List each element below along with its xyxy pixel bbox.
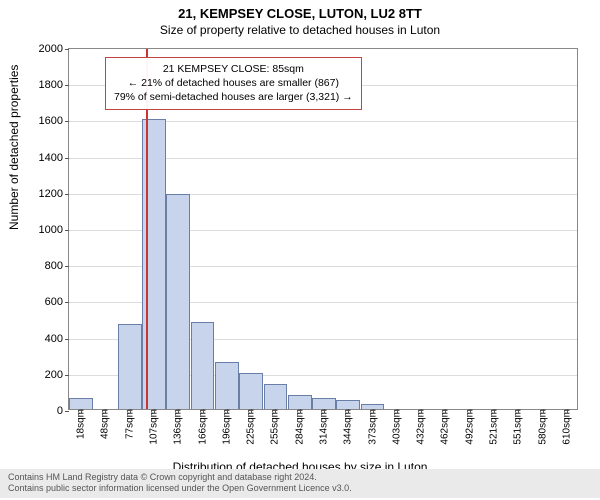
x-tick-label: 166sqm — [197, 409, 208, 449]
x-tick-mark — [445, 409, 446, 413]
histogram-bar — [191, 322, 215, 409]
annotation-box: 21 KEMPSEY CLOSE: 85sqm← 21% of detached… — [105, 57, 362, 110]
x-tick-mark — [251, 409, 252, 413]
y-tick-mark — [65, 49, 69, 50]
histogram-bar — [336, 400, 360, 409]
x-tick-label: 580sqm — [537, 409, 548, 449]
x-tick-mark — [373, 409, 374, 413]
chart-subtitle: Size of property relative to detached ho… — [0, 21, 600, 41]
annotation-line: 21 KEMPSEY CLOSE: 85sqm — [114, 62, 353, 76]
y-tick-mark — [65, 266, 69, 267]
x-tick-label: 521sqm — [489, 409, 500, 449]
chart-title: 21, KEMPSEY CLOSE, LUTON, LU2 8TT — [0, 0, 600, 21]
x-tick-mark — [105, 409, 106, 413]
y-tick-mark — [65, 230, 69, 231]
plot-area: 020040060080010001200140016001800200018s… — [68, 48, 578, 410]
x-tick-label: 551sqm — [513, 409, 524, 449]
histogram-bar — [215, 362, 239, 409]
x-tick-mark — [154, 409, 155, 413]
y-tick-mark — [65, 375, 69, 376]
annotation-line: ← 21% of detached houses are smaller (86… — [114, 76, 353, 90]
x-tick-mark — [178, 409, 179, 413]
x-tick-label: 48sqm — [100, 409, 111, 443]
x-tick-mark — [397, 409, 398, 413]
x-tick-label: 18sqm — [76, 409, 87, 443]
x-tick-label: 403sqm — [391, 409, 402, 449]
x-tick-label: 610sqm — [561, 409, 572, 449]
x-tick-mark — [543, 409, 544, 413]
x-tick-mark — [81, 409, 82, 413]
x-tick-label: 77sqm — [124, 409, 135, 443]
histogram-bar — [69, 398, 93, 409]
x-tick-label: 136sqm — [173, 409, 184, 449]
histogram-bar — [312, 398, 336, 409]
y-tick-mark — [65, 121, 69, 122]
x-tick-mark — [203, 409, 204, 413]
y-tick-mark — [65, 85, 69, 86]
y-tick-mark — [65, 302, 69, 303]
x-tick-label: 432sqm — [416, 409, 427, 449]
x-tick-label: 225sqm — [246, 409, 257, 449]
histogram-bar — [264, 384, 288, 409]
x-tick-label: 107sqm — [149, 409, 160, 449]
y-tick-mark — [65, 194, 69, 195]
license-line-1: Contains HM Land Registry data © Crown c… — [8, 472, 592, 484]
x-tick-label: 462sqm — [440, 409, 451, 449]
y-tick-mark — [65, 158, 69, 159]
x-tick-mark — [227, 409, 228, 413]
x-tick-mark — [130, 409, 131, 413]
license-line-2: Contains public sector information licen… — [8, 483, 592, 495]
x-tick-label: 373sqm — [367, 409, 378, 449]
histogram-bar — [239, 373, 263, 409]
x-tick-label: 492sqm — [464, 409, 475, 449]
histogram-bar — [166, 194, 190, 409]
annotation-line: 79% of semi-detached houses are larger (… — [114, 90, 353, 104]
x-tick-mark — [421, 409, 422, 413]
x-tick-label: 255sqm — [270, 409, 281, 449]
x-tick-mark — [494, 409, 495, 413]
x-tick-mark — [324, 409, 325, 413]
x-tick-label: 284sqm — [294, 409, 305, 449]
x-tick-mark — [518, 409, 519, 413]
x-tick-mark — [300, 409, 301, 413]
x-tick-label: 314sqm — [319, 409, 330, 449]
x-tick-mark — [470, 409, 471, 413]
y-tick-mark — [65, 339, 69, 340]
x-tick-mark — [567, 409, 568, 413]
x-tick-mark — [348, 409, 349, 413]
license-footer: Contains HM Land Registry data © Crown c… — [0, 469, 600, 498]
y-axis-label: Number of detached properties — [7, 65, 21, 230]
y-tick-mark — [65, 411, 69, 412]
x-tick-label: 344sqm — [343, 409, 354, 449]
x-tick-label: 196sqm — [221, 409, 232, 449]
histogram-bar — [288, 395, 312, 409]
histogram-bar — [118, 324, 142, 409]
x-tick-mark — [275, 409, 276, 413]
